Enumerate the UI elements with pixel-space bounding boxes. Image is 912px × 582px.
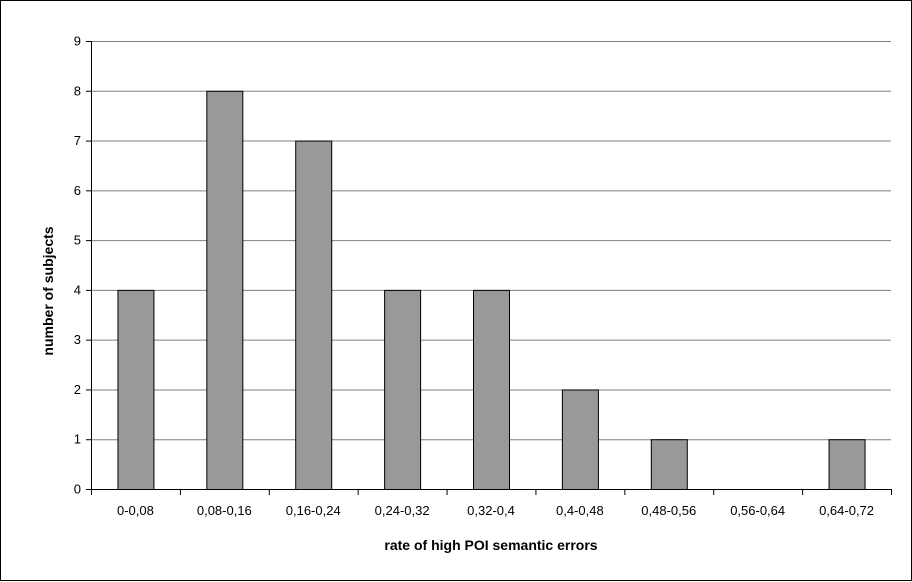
x-tick-label: 0,16-0,24 (286, 503, 341, 518)
bars (117, 90, 866, 491)
x-tick-label: 0,4-0,48 (556, 503, 604, 518)
bar-0-0,08 (117, 289, 155, 490)
y-tick-label: 8 (74, 83, 81, 98)
y-tick-label: 5 (74, 233, 81, 248)
x-tick-label: 0-0,08 (117, 503, 154, 518)
x-tick-label: 0,32-0,4 (467, 503, 515, 518)
bar-0,24-0,32 (384, 289, 422, 490)
bar-0,08-0,16 (206, 90, 244, 491)
bar-0,48-0,56 (650, 439, 688, 491)
y-axis-title: number of subjects (40, 226, 56, 355)
x-tick-labels: 0-0,08 0,08-0,16 0,16-0,24 0,24-0,32 0,32-0,… (117, 503, 874, 518)
x-tick-label: 0,08-0,16 (197, 503, 252, 518)
axes (86, 41, 892, 495)
x-tick-label: 0,56-0,64 (730, 503, 785, 518)
y-tick-label: 0 (74, 482, 81, 497)
y-tick-label: 4 (74, 282, 81, 297)
x-tick-label: 0,48-0,56 (641, 503, 696, 518)
x-axis-title: rate of high POI semantic errors (384, 537, 597, 553)
y-tick-label: 3 (74, 332, 81, 347)
bar-0,16-0,24 (295, 140, 333, 491)
y-tick-labels: 0 1 2 3 4 5 6 7 8 9 (74, 34, 81, 497)
x-tick-label: 0,64-0,72 (819, 503, 874, 518)
y-tick-label: 6 (74, 183, 81, 198)
y-tick-label: 2 (74, 382, 81, 397)
bar-0,64-0,72 (828, 439, 866, 491)
bar-0,4-0,48 (561, 389, 599, 491)
y-tick-label: 9 (74, 34, 81, 49)
x-tick-label: 0,24-0,32 (375, 503, 430, 518)
y-tick-label: 1 (74, 432, 81, 447)
y-tick-label: 7 (74, 133, 81, 148)
bar-0,32-0,4 (473, 289, 510, 490)
